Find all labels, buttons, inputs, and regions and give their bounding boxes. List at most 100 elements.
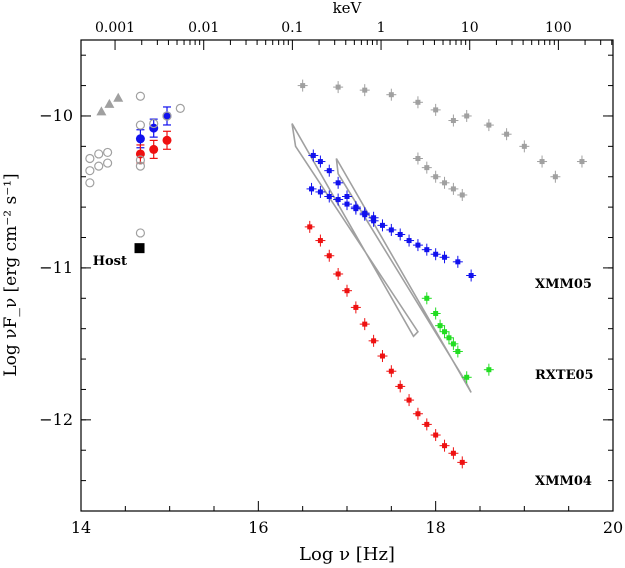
xray-point — [424, 165, 430, 171]
xray-point — [450, 186, 456, 192]
xray-point — [379, 222, 385, 228]
xray-point — [486, 122, 492, 128]
axis-labels: Log ν [Hz] keV Log νF_ν [erg cm⁻² s⁻¹] — [1, 0, 395, 565]
open-circle-point — [94, 161, 104, 171]
xray-point — [455, 348, 461, 354]
open-circle-point — [162, 111, 172, 121]
xray-point — [379, 353, 385, 359]
xray-point — [388, 92, 394, 98]
xray-point — [539, 159, 545, 165]
top-axis-label: keV — [333, 0, 363, 17]
open-circle-point — [135, 228, 146, 238]
annotation-label: RXTE05 — [535, 368, 594, 383]
xray-point — [335, 180, 341, 186]
annotation-label: Host — [93, 254, 127, 269]
open-circle-point — [85, 153, 95, 164]
xray-point — [388, 368, 394, 374]
xray-point — [310, 152, 316, 158]
xray-point — [442, 180, 448, 186]
open-circle-point — [135, 91, 146, 101]
xray-point — [415, 411, 421, 417]
xray-point — [300, 83, 306, 89]
open-circle-point — [149, 118, 159, 129]
xray-point — [424, 247, 430, 253]
xray-point — [353, 206, 359, 212]
xray-point — [459, 459, 465, 465]
xray-point — [371, 338, 377, 344]
open-circle-point — [135, 155, 146, 165]
open-circle-point — [85, 178, 95, 188]
xray-point — [388, 227, 394, 233]
xray-point — [455, 259, 461, 265]
xray-point — [317, 189, 323, 195]
x-tick-label: 16 — [248, 518, 268, 537]
open-circle-point — [175, 103, 185, 113]
xray-point — [326, 193, 332, 199]
xray-point — [442, 329, 448, 335]
xray-point — [450, 450, 456, 456]
x-tick-label: 14 — [71, 518, 91, 537]
xray-point — [307, 224, 313, 230]
y-tick-label: −12 — [39, 410, 73, 429]
xray-point — [433, 432, 439, 438]
xray-point — [335, 197, 341, 203]
y-axis-label: Log νF_ν [erg cm⁻² s⁻¹] — [1, 173, 21, 376]
xray-point — [424, 295, 430, 301]
xray-point — [459, 192, 465, 198]
xray-point — [344, 201, 350, 207]
xray-point — [504, 131, 510, 137]
xray-point — [362, 210, 368, 216]
xray-point — [371, 215, 377, 221]
xray-point — [344, 193, 350, 199]
xray-point — [317, 238, 323, 244]
data-points — [85, 79, 587, 469]
xray-point — [415, 242, 421, 248]
xray-point — [415, 99, 421, 105]
xray-point — [450, 118, 456, 124]
xray-point — [317, 159, 323, 165]
bowtie-polygon — [335, 158, 472, 393]
xray-point — [464, 113, 470, 119]
xray-point — [424, 421, 430, 427]
xray-point — [579, 159, 585, 165]
xray-point — [486, 367, 492, 373]
optical-point — [162, 135, 172, 145]
xray-point — [442, 254, 448, 260]
y-tick-label: −11 — [39, 258, 73, 277]
open-circle-point — [85, 166, 95, 176]
xray-point — [552, 174, 558, 180]
spectral-bowties — [291, 123, 472, 393]
xray-point — [468, 273, 474, 278]
y-tick-label: −10 — [39, 106, 73, 125]
x-tick-label: 18 — [425, 518, 445, 537]
xray-point — [406, 397, 412, 403]
chart-annotations: Host XMM05 RXTE05 XMM04 — [93, 254, 594, 489]
top-tick-label: 1 — [377, 20, 386, 36]
xray-point — [437, 323, 443, 329]
xray-point — [433, 251, 439, 257]
top-tick-label: 100 — [545, 20, 572, 36]
plot-frame — [80, 39, 614, 512]
xray-point — [433, 107, 439, 113]
xray-point — [446, 335, 452, 341]
xray-point — [433, 174, 439, 180]
xray-point — [433, 310, 439, 316]
xray-point — [344, 288, 350, 294]
open-circle-point — [94, 149, 104, 159]
open-circle-point — [102, 147, 113, 158]
xray-point — [521, 143, 527, 149]
xray-point — [335, 271, 341, 277]
top-tick-label: 0.001 — [95, 20, 135, 36]
open-circle-point — [102, 158, 113, 168]
xray-point — [464, 374, 470, 380]
top-tick-label: 10 — [461, 20, 479, 36]
x-axis-label: Log ν [Hz] — [299, 544, 395, 565]
open-circle-point — [135, 161, 146, 171]
optical-point — [149, 144, 159, 154]
xray-point — [397, 383, 403, 389]
xray-point — [442, 443, 448, 449]
triangle-point — [113, 92, 124, 102]
xray-point — [362, 321, 368, 327]
top-tick-label: 0.01 — [188, 20, 219, 36]
